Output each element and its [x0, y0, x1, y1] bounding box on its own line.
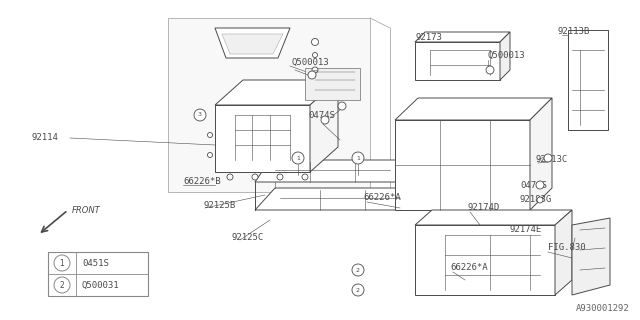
- Polygon shape: [305, 68, 360, 100]
- Text: 0474S: 0474S: [308, 111, 335, 121]
- Text: A930001292: A930001292: [576, 304, 630, 313]
- Text: 66226*B: 66226*B: [183, 177, 221, 186]
- Circle shape: [536, 181, 544, 189]
- Polygon shape: [500, 32, 510, 80]
- Circle shape: [352, 264, 364, 276]
- Text: Q500031: Q500031: [82, 281, 120, 290]
- Text: 1: 1: [296, 156, 300, 161]
- Polygon shape: [572, 218, 610, 295]
- Polygon shape: [222, 34, 283, 54]
- Bar: [48, 252, 148, 296]
- Text: 92174D: 92174D: [468, 204, 500, 212]
- Circle shape: [312, 67, 318, 73]
- Circle shape: [338, 102, 346, 110]
- Text: 92125B: 92125B: [204, 202, 236, 211]
- Text: 92183G: 92183G: [318, 92, 350, 101]
- Text: FIG.830: FIG.830: [548, 244, 586, 252]
- Polygon shape: [415, 32, 510, 42]
- Text: 92173: 92173: [415, 34, 442, 43]
- Polygon shape: [568, 30, 608, 130]
- Circle shape: [292, 152, 304, 164]
- Polygon shape: [215, 105, 310, 172]
- Circle shape: [321, 116, 329, 124]
- Text: 92174E: 92174E: [510, 226, 542, 235]
- Circle shape: [352, 284, 364, 296]
- Circle shape: [486, 66, 494, 74]
- Polygon shape: [255, 188, 430, 210]
- Text: 0451S: 0451S: [82, 259, 109, 268]
- Text: 2: 2: [60, 281, 65, 290]
- Text: 1: 1: [60, 259, 65, 268]
- Text: 1: 1: [356, 156, 360, 161]
- Text: 66226*A: 66226*A: [450, 263, 488, 273]
- Circle shape: [252, 174, 258, 180]
- Circle shape: [308, 71, 316, 79]
- Circle shape: [207, 153, 212, 157]
- Text: 92125C: 92125C: [232, 234, 264, 243]
- Polygon shape: [395, 98, 552, 120]
- Text: 2: 2: [356, 268, 360, 273]
- Text: 0474S: 0474S: [520, 181, 547, 190]
- Circle shape: [312, 52, 317, 58]
- Circle shape: [227, 174, 233, 180]
- Text: 92114: 92114: [32, 133, 59, 142]
- Circle shape: [54, 277, 70, 293]
- Polygon shape: [415, 42, 500, 80]
- Circle shape: [302, 174, 308, 180]
- Text: 92113B: 92113B: [558, 28, 590, 36]
- Polygon shape: [255, 160, 415, 182]
- Circle shape: [352, 152, 364, 164]
- Text: 92113C: 92113C: [536, 156, 568, 164]
- Polygon shape: [530, 98, 552, 210]
- Circle shape: [194, 109, 206, 121]
- Circle shape: [537, 197, 543, 203]
- Polygon shape: [168, 18, 370, 192]
- Text: 3: 3: [198, 113, 202, 117]
- Polygon shape: [415, 210, 572, 225]
- Text: 92183G: 92183G: [520, 196, 552, 204]
- Polygon shape: [215, 80, 338, 105]
- Polygon shape: [415, 225, 555, 295]
- Polygon shape: [555, 210, 572, 295]
- Polygon shape: [215, 28, 290, 58]
- Circle shape: [277, 174, 283, 180]
- Circle shape: [207, 132, 212, 138]
- Circle shape: [544, 154, 552, 162]
- Text: Q500013: Q500013: [488, 51, 525, 60]
- Polygon shape: [310, 80, 338, 172]
- Circle shape: [312, 38, 319, 45]
- Text: 2: 2: [356, 287, 360, 292]
- Polygon shape: [395, 120, 530, 210]
- Circle shape: [54, 255, 70, 271]
- Text: FRONT: FRONT: [72, 206, 100, 215]
- Text: 66226*A: 66226*A: [363, 194, 401, 203]
- Text: Q500013: Q500013: [292, 58, 330, 67]
